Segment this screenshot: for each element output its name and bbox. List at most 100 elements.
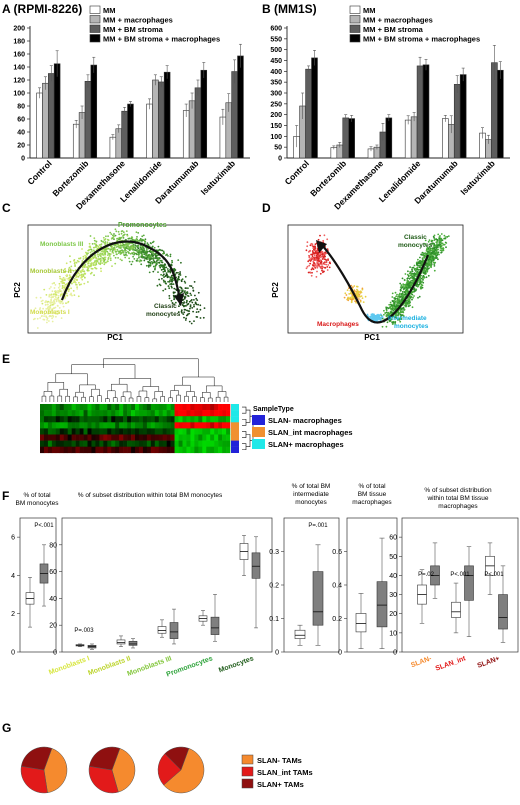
data-point [312, 257, 315, 260]
data-point [119, 251, 122, 254]
data-point [168, 295, 171, 297]
data-point [54, 312, 57, 315]
dendrogram-branch [186, 391, 195, 397]
sample-type-cell [231, 422, 239, 429]
y-tick-label: 40 [49, 596, 57, 603]
heatmap-cell [166, 416, 171, 423]
data-point [161, 261, 163, 264]
box [312, 571, 324, 626]
data-point [393, 302, 396, 304]
heatmap-cell [107, 410, 112, 417]
data-point [408, 298, 411, 300]
heatmap-cell [55, 422, 61, 429]
data-point [189, 292, 192, 295]
data-point [51, 312, 54, 314]
sample-type-cell [231, 446, 239, 453]
data-point [68, 274, 71, 277]
data-point [322, 270, 325, 273]
label-intermediate-monocytes: Intermediate monocytes [388, 315, 429, 330]
data-point [66, 277, 69, 280]
data-point [141, 235, 144, 238]
data-point [109, 250, 112, 252]
heatmap-cell [182, 416, 187, 423]
data-point [53, 282, 55, 284]
data-point [184, 287, 187, 289]
data-point [133, 253, 136, 256]
data-point [396, 301, 398, 304]
data-point [45, 294, 48, 296]
legend-label: MM + BM stroma + macrophages [363, 35, 480, 44]
data-point [360, 295, 363, 297]
data-point [161, 277, 163, 280]
data-point [167, 280, 170, 283]
data-point [136, 251, 139, 254]
data-point [95, 267, 98, 270]
label-classic-monocytes-d: Classic monocytes [398, 234, 433, 249]
data-point [414, 274, 416, 277]
data-point [417, 296, 419, 299]
heatmap-cell [166, 440, 171, 447]
data-point [425, 250, 428, 252]
data-point [372, 314, 375, 317]
dendrogram-branch [41, 395, 47, 402]
data-point [320, 266, 323, 269]
data-point [437, 244, 440, 247]
heatmap-cell [95, 410, 100, 417]
heatmap-cell [186, 434, 191, 441]
pie-legend-slan-neg: SLAN- TAMs [257, 756, 302, 765]
data-point [353, 297, 356, 300]
data-point [101, 262, 104, 264]
heatmap-cell [182, 422, 187, 429]
data-point [319, 272, 322, 275]
data-point [114, 256, 117, 259]
heatmap-cell [158, 416, 164, 423]
data-point [413, 295, 415, 297]
data-point [42, 307, 44, 310]
heatmap-cell [146, 404, 152, 411]
y-tick-label: 100 [270, 134, 282, 141]
y-tick-label: 60 [389, 535, 397, 542]
heatmap-cell [51, 434, 57, 441]
data-point [180, 287, 183, 290]
data-point [403, 291, 406, 294]
heatmap-cell [182, 404, 187, 411]
data-point [422, 271, 425, 274]
heatmap-cell [138, 404, 144, 411]
data-point [142, 239, 145, 242]
data-point [79, 257, 81, 260]
bar [36, 92, 43, 159]
data-point [140, 239, 143, 241]
heatmap-cell [135, 410, 140, 417]
heatmap-cell [162, 416, 167, 423]
y-tick-label: 200 [13, 26, 25, 33]
sample-type-cell [231, 404, 239, 411]
data-point [171, 259, 173, 262]
box [210, 616, 220, 635]
bar [42, 82, 49, 159]
data-point [419, 260, 421, 262]
data-point [441, 251, 443, 253]
heatmap-cell [103, 422, 108, 429]
data-point [82, 274, 85, 277]
data-point [100, 267, 102, 270]
data-point [43, 313, 46, 315]
data-point [131, 247, 134, 250]
heatmap-cell [123, 422, 128, 429]
data-point [169, 271, 172, 274]
heatmap-cell [63, 440, 69, 447]
heatmap-cell [198, 410, 203, 417]
data-point [426, 248, 429, 251]
data-point [426, 246, 429, 249]
data-point [356, 293, 358, 295]
data-point [62, 279, 65, 281]
data-point [117, 244, 120, 247]
heatmap-cell [123, 446, 128, 454]
y-tick-label: 40 [389, 573, 397, 580]
data-point [443, 234, 446, 237]
data-point [46, 321, 48, 324]
data-point [311, 271, 313, 274]
data-point [85, 251, 87, 254]
heatmap-cell [166, 404, 171, 411]
data-point [51, 320, 54, 323]
data-point [51, 290, 54, 293]
